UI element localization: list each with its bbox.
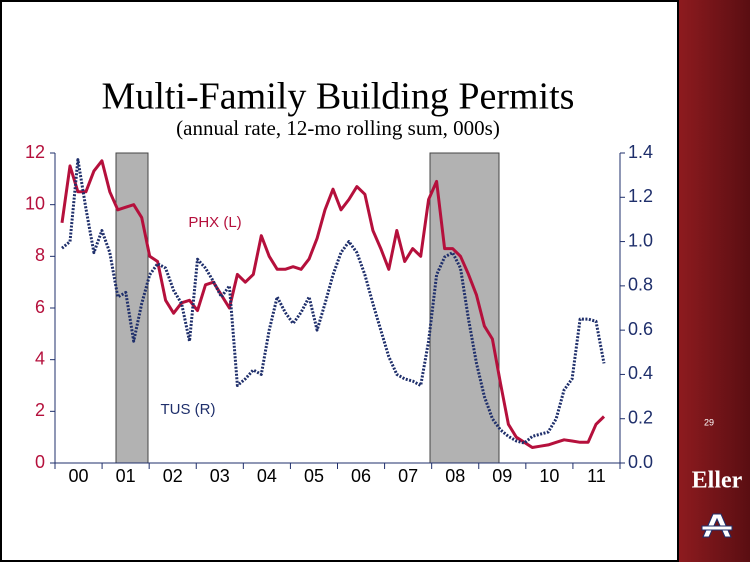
chart-subtitle: (annual rate, 12-mo rolling sum, 000s)	[176, 116, 500, 140]
x-tick-label: 08	[445, 466, 465, 486]
chart-title: Multi-Family Building Permits	[102, 76, 575, 118]
y-tick-label: 8	[35, 245, 45, 265]
recession-shade	[429, 152, 500, 464]
brand: Eller	[692, 468, 743, 494]
x-tick-label: 10	[539, 466, 559, 486]
y2-tick-label: 0.8	[628, 275, 653, 295]
y-tick-label: 10	[25, 193, 45, 213]
y2-tick-label: 0.6	[628, 319, 653, 339]
x-tick-label: 03	[210, 466, 230, 486]
y-tick-label: 12	[25, 142, 45, 162]
series-line	[61, 158, 606, 445]
y2-tick-label: 0.2	[628, 407, 653, 427]
y-tick-label: 0	[35, 452, 45, 472]
y2-tick-label: 1.2	[628, 186, 653, 206]
x-tick-label: 06	[351, 466, 371, 486]
y-tick-label: 4	[35, 348, 45, 368]
slide-number: 29	[704, 417, 714, 427]
y-tick-label: 6	[35, 297, 45, 317]
y-tick-label: 2	[35, 400, 45, 420]
x-tick-label: 01	[116, 466, 136, 486]
series-label: TUS (R)	[161, 401, 216, 418]
y2-tick-label: 0.0	[628, 452, 653, 472]
x-tick-label: 09	[492, 466, 512, 486]
slide-border	[0, 0, 679, 562]
recession-shade	[115, 152, 149, 464]
y2-tick-label: 1.0	[628, 230, 653, 250]
x-tick-label: 05	[304, 466, 324, 486]
x-tick-label: 07	[398, 466, 418, 486]
y2-tick-label: 0.4	[628, 363, 653, 383]
x-tick-label: 00	[69, 466, 89, 486]
sidebar	[678, 0, 750, 562]
series-line	[60, 159, 606, 449]
logo	[701, 513, 733, 538]
y2-tick-label: 1.4	[628, 142, 653, 162]
x-tick-label: 04	[257, 466, 277, 486]
series-label: PHX (L)	[188, 214, 241, 231]
x-tick-label: 11	[587, 466, 606, 486]
x-tick-label: 02	[163, 466, 183, 486]
